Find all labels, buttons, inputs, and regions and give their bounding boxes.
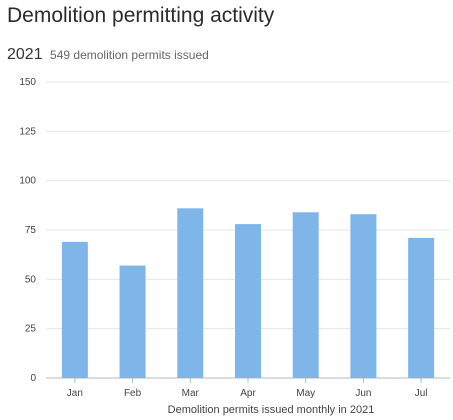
bar-jul[interactable] <box>408 237 435 378</box>
y-tick-label: 150 <box>19 77 36 88</box>
x-tick-label-jan: Jan <box>67 388 83 399</box>
y-tick-label: 50 <box>25 274 37 285</box>
bar-jan[interactable] <box>61 241 88 378</box>
x-tick-label-jun: Jun <box>355 388 371 399</box>
bars <box>61 208 435 378</box>
x-tick-label-feb: Feb <box>124 388 142 399</box>
summary-line: 2021 549 demolition permits issued <box>7 46 209 64</box>
bar-jun[interactable] <box>350 214 377 378</box>
y-tick-label: 100 <box>19 176 36 187</box>
permit-total: 549 demolition permits issued <box>50 48 209 62</box>
y-tick-label: 75 <box>25 225 37 236</box>
chart-title: Demolition permitting activity <box>7 4 275 27</box>
x-axis-ticks: Jan Feb Mar Apr May Jun Jul <box>67 378 428 399</box>
x-tick-label-mar: Mar <box>182 388 200 399</box>
x-axis-label: Demolition permits issued monthly in 202… <box>168 404 375 416</box>
x-tick-label-jul: Jul <box>415 388 428 399</box>
y-tick-label: 25 <box>25 324 37 335</box>
x-tick-label-may: May <box>296 388 315 399</box>
y-tick-label: 125 <box>19 126 36 137</box>
y-tick-label: 0 <box>30 373 36 384</box>
year-label: 2021 <box>7 46 43 63</box>
bar-mar[interactable] <box>177 208 204 378</box>
bar-feb[interactable] <box>119 265 146 378</box>
x-tick-label-apr: Apr <box>240 388 256 399</box>
y-axis-ticks: 0 25 50 75 100 125 150 <box>19 77 36 384</box>
bar-may[interactable] <box>292 212 319 378</box>
bar-apr[interactable] <box>235 224 261 378</box>
